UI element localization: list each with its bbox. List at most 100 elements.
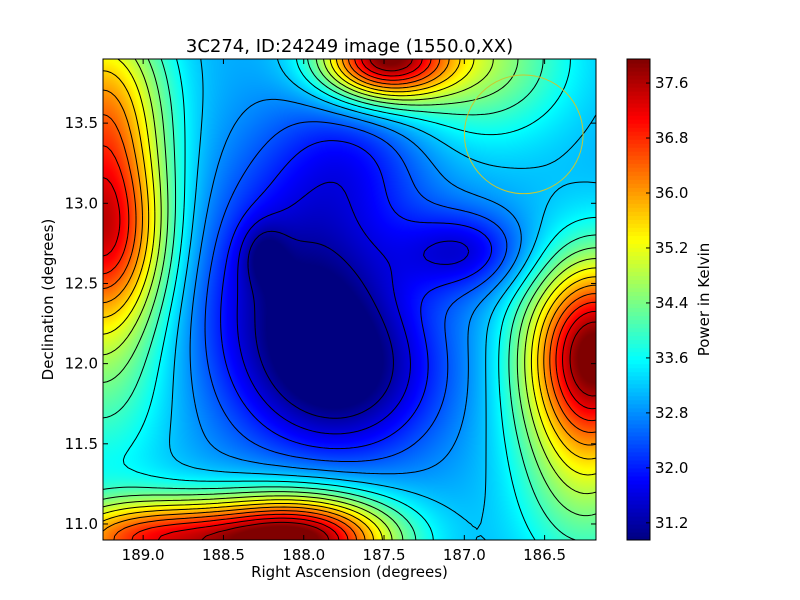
colorbar-band (627, 207, 650, 212)
colorbar-band (627, 139, 650, 144)
colorbar-band (627, 427, 650, 433)
colorbar-band (627, 423, 650, 429)
colorbar-band (627, 499, 650, 505)
colorbar-band (627, 67, 650, 72)
plot-frame (102, 58, 597, 541)
colorbar-band (627, 135, 650, 140)
colorbar-band (627, 299, 650, 305)
y-tick-label: 11.0 (65, 515, 98, 533)
colorbar-band (627, 387, 650, 393)
x-axis-label: Right Ascension (degrees) (251, 563, 448, 581)
colorbar-band (627, 459, 650, 465)
colorbar-band (627, 307, 650, 313)
contour-line (169, 59, 596, 540)
colorbar-band (627, 531, 650, 537)
contour-line (201, 59, 596, 540)
contour-line (103, 59, 596, 540)
colorbar-band (627, 371, 650, 377)
colorbar-band (627, 191, 650, 196)
colorbar-band (627, 495, 650, 501)
colorbar-band (627, 323, 650, 329)
colorbar-band (627, 319, 650, 325)
colorbar-band (627, 263, 650, 269)
colorbar-frame (626, 58, 651, 541)
colorbar-band (627, 199, 650, 204)
colorbar-band (627, 527, 650, 533)
colorbar-band (627, 243, 650, 248)
contour-line (103, 59, 596, 540)
colorbar-band (627, 251, 650, 257)
x-tick-label: 187.5 (363, 546, 406, 564)
contour-line (103, 59, 596, 540)
colorbar-band (627, 511, 650, 517)
colorbar-band (627, 239, 650, 244)
colorbar-tick-label: 36.0 (655, 184, 688, 202)
colorbar-band (627, 455, 650, 461)
y-axis-ticks: 11.0 11.5 12.0 12.5 13.0 13.5 (65, 114, 596, 533)
x-tick-label: 188.5 (202, 546, 245, 564)
colorbar-band (627, 487, 650, 493)
y-tick-label: 11.5 (65, 435, 98, 453)
contour-line (103, 59, 596, 540)
colorbar-band (627, 523, 650, 529)
colorbar-band (627, 471, 650, 477)
colorbar-band (627, 155, 650, 160)
colorbar-band (627, 131, 650, 136)
y-axis-label: Declination (degrees) (39, 219, 57, 381)
colorbar-band (627, 59, 650, 64)
colorbar-band (627, 375, 650, 381)
colorbar-band (627, 291, 650, 297)
x-tick-label: 188.0 (282, 546, 325, 564)
colorbar-tick-label: 34.4 (655, 294, 688, 312)
colorbar-gradient (627, 59, 650, 540)
colorbar-tick-label: 33.6 (655, 349, 688, 367)
colorbar-band (627, 231, 650, 236)
contour-line (103, 59, 596, 540)
colorbar-band (627, 407, 650, 413)
colorbar-band (627, 283, 650, 289)
colorbar-band (627, 203, 650, 208)
colorbar-label: Power in Kelvin (695, 243, 713, 357)
colorbar-band (627, 343, 650, 349)
colorbar-band (627, 503, 650, 509)
colorbar-band (627, 175, 650, 180)
colorbar-band (627, 415, 650, 421)
colorbar-band (627, 479, 650, 485)
colorbar-tick-label: 35.2 (655, 239, 688, 257)
colorbar-band (627, 187, 650, 192)
colorbar-band (627, 195, 650, 200)
colorbar-band (627, 111, 650, 116)
colorbar-band (627, 411, 650, 417)
colorbar-band (627, 379, 650, 385)
colorbar-tick-label: 37.6 (655, 74, 688, 92)
colorbar-band (627, 287, 650, 293)
colorbar-band (627, 83, 650, 88)
colorbar-band (627, 463, 650, 469)
colorbar-band (627, 215, 650, 220)
colorbar: 31.2 32.0 32.8 33.6 34.4 35.2 36.0 36.8 37.6 Pow… (626, 58, 713, 541)
colorbar-band (627, 87, 650, 92)
colorbar-band (627, 335, 650, 341)
x-tick-label: 187.0 (443, 546, 486, 564)
colorbar-band (627, 223, 650, 228)
colorbar-band (627, 91, 650, 96)
colorbar-band (627, 79, 650, 84)
colorbar-tick-label: 36.8 (655, 129, 688, 147)
beam-circle (463, 74, 584, 195)
plot-area: 189.0 188.5 188.0 187.5 187.0 186.5 11.011.51… (65, 58, 597, 564)
colorbar-band (627, 219, 650, 224)
colorbar-band (627, 147, 650, 152)
colorbar-band (627, 395, 650, 401)
colorbar-band (627, 255, 650, 261)
colorbar-band (627, 351, 650, 357)
colorbar-band (627, 419, 650, 425)
colorbar-tick-label: 31.2 (655, 514, 688, 532)
contour-line (103, 59, 596, 540)
colorbar-band (627, 435, 650, 441)
contour-line (204, 121, 508, 463)
colorbar-band (627, 167, 650, 172)
colorbar-band (627, 71, 650, 76)
contour-line (103, 59, 596, 540)
colorbar-tick-label: 32.0 (655, 459, 688, 477)
